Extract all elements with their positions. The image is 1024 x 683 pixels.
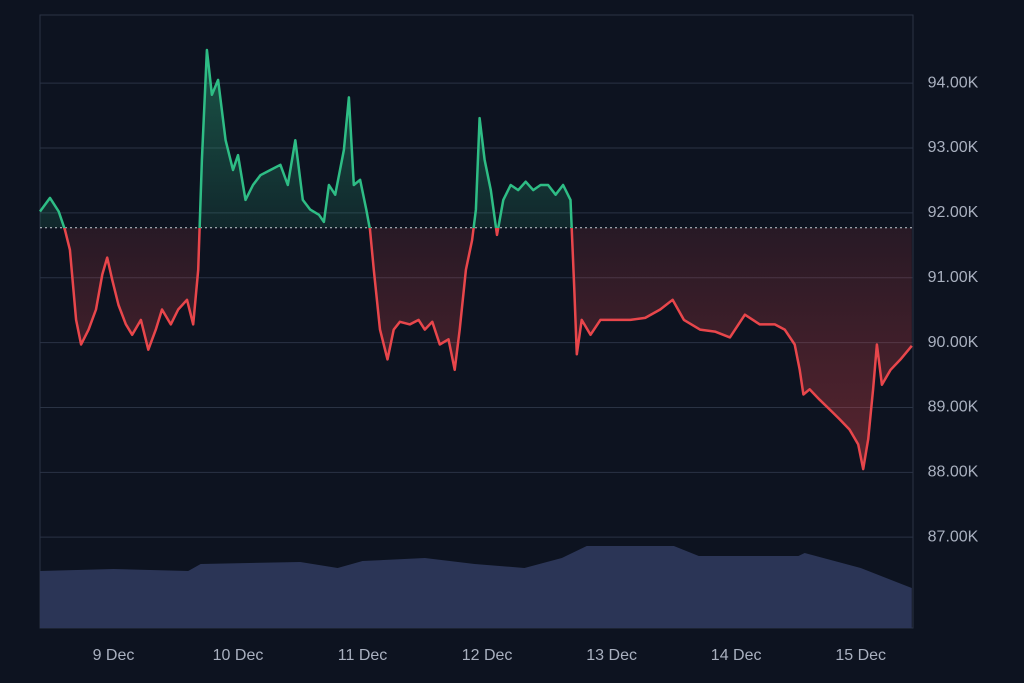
y-tick-label: 88.00K [928,464,979,481]
volume-area [40,546,912,628]
y-tick-label: 87.00K [928,528,979,545]
y-tick-label: 89.00K [928,399,979,416]
x-tick-label: 12 Dec [462,647,513,664]
y-tick-label: 94.00K [928,74,979,91]
x-tick-label: 13 Dec [586,647,637,664]
x-tick-label: 11 Dec [338,647,388,664]
y-tick-label: 93.00K [928,139,979,156]
x-tick-label: 9 Dec [93,647,135,664]
x-tick-label: 15 Dec [835,647,886,664]
x-tick-label: 10 Dec [213,647,264,664]
y-tick-label: 90.00K [928,334,979,351]
y-tick-label: 92.00K [928,204,979,221]
y-tick-label: 91.00K [928,269,979,286]
baseline-area [40,50,912,470]
x-tick-label: 14 Dec [711,647,762,664]
price-line [38,48,913,471]
